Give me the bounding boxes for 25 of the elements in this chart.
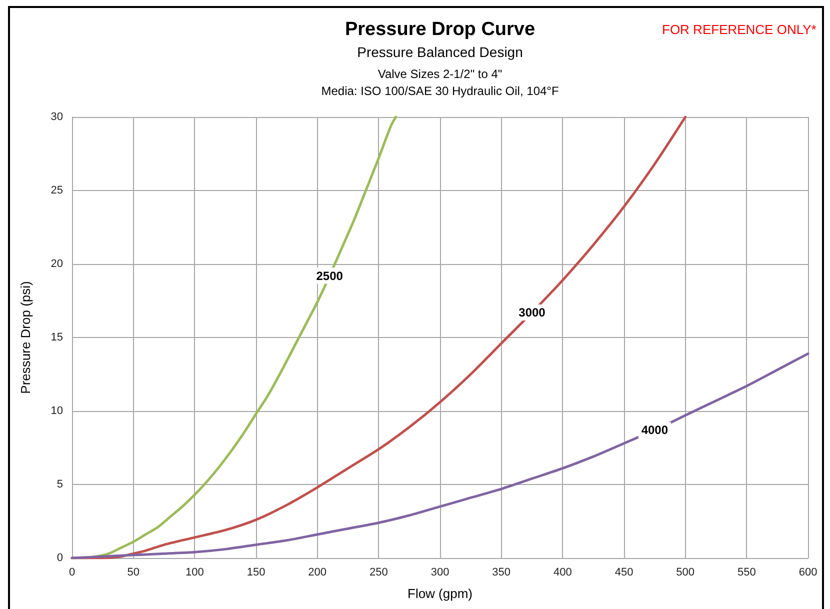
x-tick-label: 250 <box>369 566 388 578</box>
x-tick-label: 450 <box>614 566 634 578</box>
x-tick-label: 600 <box>798 566 818 578</box>
y-tick-label: 10 <box>50 405 63 417</box>
x-tick-label: 150 <box>246 566 266 578</box>
y-tick-label: 5 <box>56 478 63 490</box>
x-tick-label: 200 <box>308 566 327 578</box>
x-tick-label: 300 <box>430 566 450 578</box>
x-tick-label: 400 <box>553 566 572 578</box>
chart-subtitle: Pressure Balanced Design Valve Sizes 2-1/2" to 4" Media: ISO 100/SAE 30 Hydraulic Oil, 104°F <box>321 44 559 98</box>
x-tick-label: 550 <box>737 566 756 578</box>
y-tick-label: 20 <box>50 258 63 270</box>
x-tick-label: 50 <box>127 566 140 578</box>
x-axis-title: Flow (gpm) <box>407 586 473 601</box>
y-axis-title: Pressure Drop (psi) <box>18 281 33 394</box>
y-tick-label: 30 <box>50 111 63 123</box>
x-tick-label: 500 <box>676 566 695 578</box>
chart-title: Pressure Drop Curve <box>344 19 536 40</box>
text: FOR REFERENCE ONLY* <box>662 22 816 37</box>
y-tick-label: 0 <box>56 552 63 564</box>
x-tick-label: 350 <box>492 566 511 578</box>
y-tick-label: 15 <box>50 332 63 344</box>
x-tick-label: 0 <box>68 566 76 578</box>
x-tick-label: 100 <box>185 566 204 578</box>
y-tick-label: 25 <box>50 184 63 196</box>
